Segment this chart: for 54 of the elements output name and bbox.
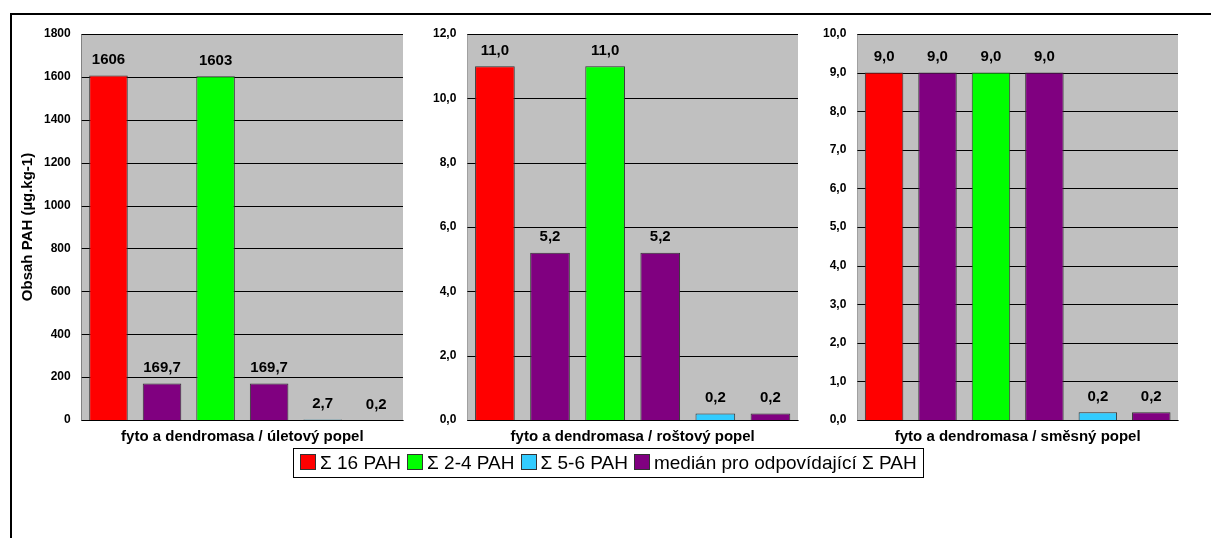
- y-tick-label: 600: [50, 283, 72, 298]
- legend-label: Σ 16 PAH: [319, 452, 402, 474]
- data-label: 0,2: [1140, 386, 1162, 404]
- y-axis-title: Obsah PAH (µg.kg-1): [18, 152, 36, 302]
- data-label: 0,2: [1087, 386, 1109, 404]
- y-tick-label: 1,0: [829, 373, 847, 388]
- y-tick-label: 8,0: [829, 103, 847, 118]
- legend-label: medián pro odpovídající Σ PAH: [652, 452, 917, 474]
- data-label: 9,0: [980, 47, 1002, 65]
- y-tick-label: 10,0: [823, 26, 847, 41]
- y-tick-label: 200: [50, 369, 72, 384]
- data-label: 9,0: [873, 47, 895, 65]
- y-tick-label: 6,0: [829, 180, 847, 195]
- data-label: 9,0: [1033, 47, 1055, 65]
- data-label: 11,0: [590, 40, 620, 58]
- y-tick-label: 1800: [43, 26, 72, 41]
- y-tick-label: 8,0: [439, 154, 457, 169]
- data-label: 0,2: [365, 394, 387, 412]
- y-tick-label: 2,0: [829, 335, 847, 350]
- y-tick-label: 3,0: [829, 296, 847, 311]
- x-axis-title: fyto a dendromasa / směsný popel: [894, 427, 1141, 445]
- x-axis-title: fyto a dendromasa / roštový popel: [510, 427, 755, 445]
- y-tick-label: 4,0: [439, 283, 457, 298]
- y-tick-label: 1200: [43, 154, 72, 169]
- x-axis-title: fyto a dendromasa / úletový popel: [121, 427, 364, 445]
- y-tick-label: 400: [50, 326, 72, 341]
- data-label: 0,2: [760, 388, 781, 406]
- legend-label: Σ 2-4 PAH: [426, 452, 515, 474]
- y-tick-label: 9,0: [829, 64, 847, 79]
- y-tick-label: 5,0: [829, 219, 847, 234]
- y-tick-label: 800: [50, 240, 72, 255]
- y-tick-label: 1400: [43, 112, 72, 127]
- data-label: 11,0: [480, 40, 510, 58]
- y-tick-label: 0,0: [829, 412, 847, 427]
- data-label: 5,2: [539, 227, 561, 245]
- y-tick-label: 10,0: [433, 90, 457, 105]
- data-label: 1603: [198, 50, 233, 68]
- y-tick-label: 1600: [43, 69, 72, 84]
- data-label: 5,2: [649, 227, 671, 245]
- legend-label: Σ 5-6 PAH: [539, 452, 628, 474]
- y-tick-label: 0: [64, 412, 72, 427]
- y-tick-label: 7,0: [829, 142, 847, 157]
- y-tick-label: 12,0: [433, 26, 457, 41]
- y-tick-label: 6,0: [439, 219, 457, 234]
- y-tick-label: 0,0: [439, 412, 457, 427]
- y-tick-label: 1000: [43, 197, 72, 212]
- data-label: 1606: [91, 50, 126, 68]
- data-label: 169,7: [143, 358, 181, 376]
- y-tick-label: 2,0: [439, 347, 457, 362]
- data-label: 169,7: [250, 358, 288, 376]
- data-label: 9,0: [927, 47, 948, 65]
- y-tick-label: 4,0: [829, 257, 847, 272]
- data-label: 2,7: [312, 394, 334, 412]
- data-label: 0,2: [704, 388, 726, 406]
